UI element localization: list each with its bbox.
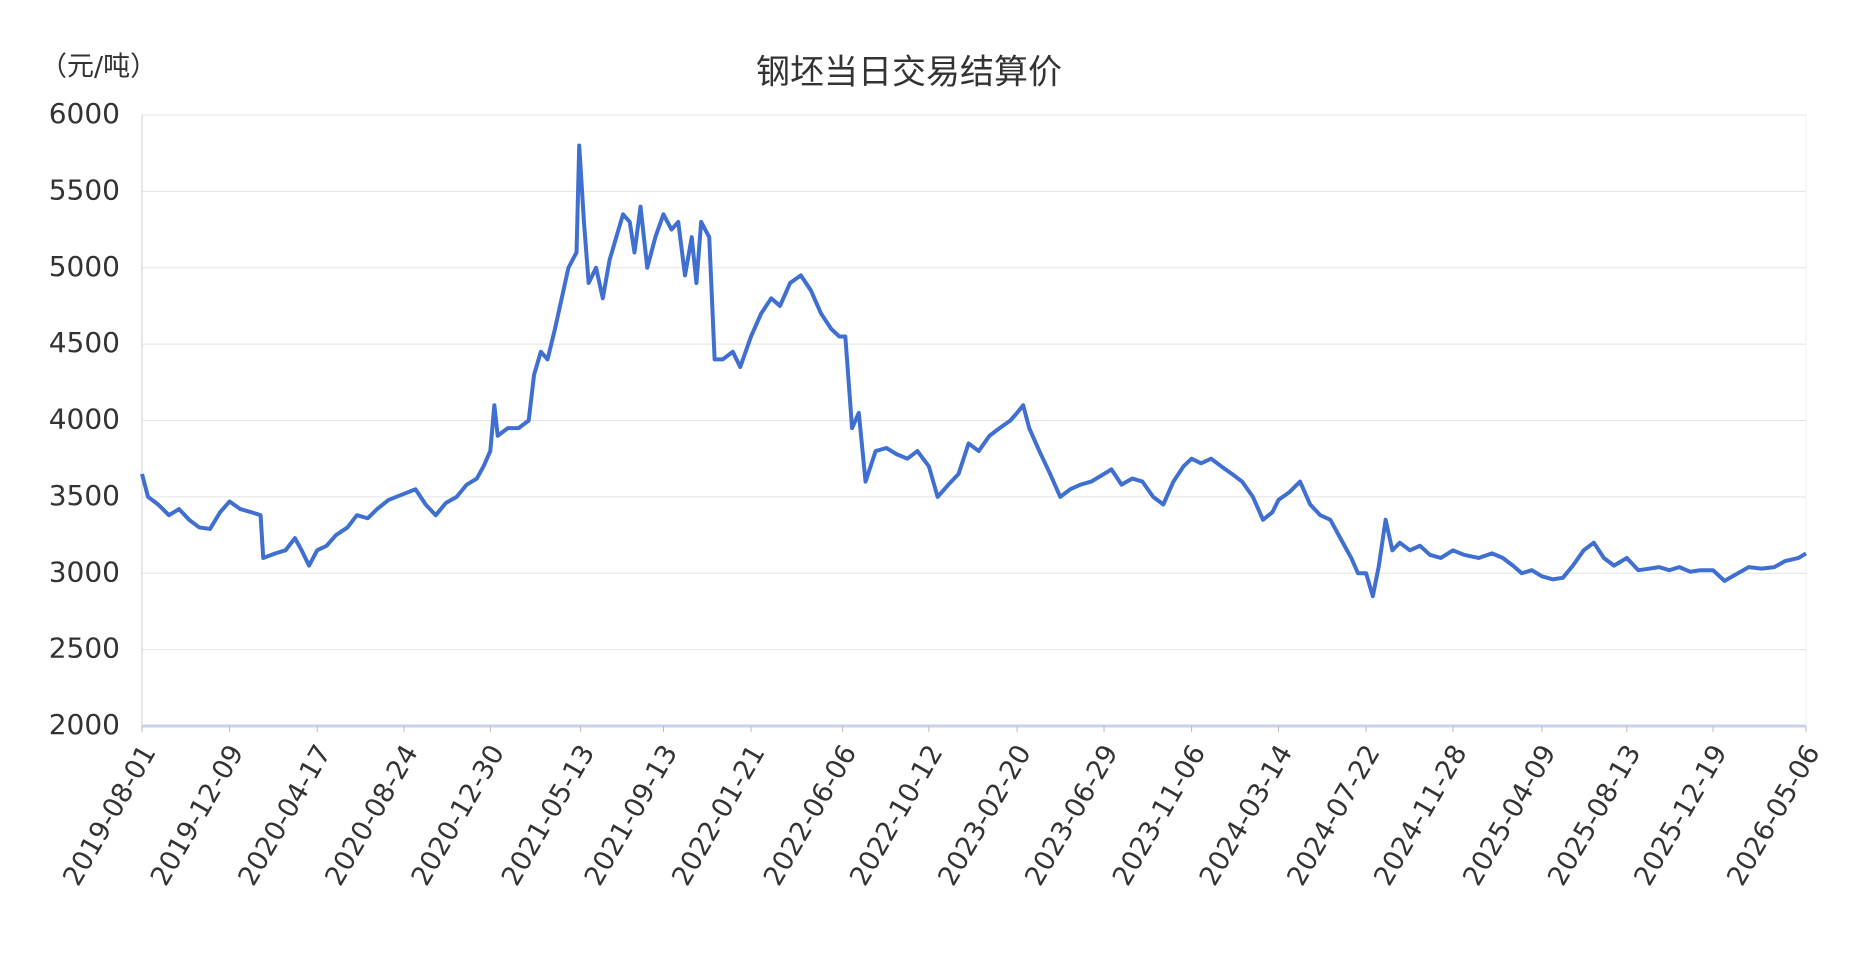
x-tick-label: 2022-10-12 (844, 740, 949, 891)
y-tick-label: 5000 (49, 250, 120, 283)
chart-title: 钢坯当日交易结算价 (756, 53, 1062, 93)
x-tick-label: 2024-07-22 (1281, 740, 1386, 891)
x-tick-label: 2019-12-09 (145, 740, 250, 891)
y-tick-label: 4500 (49, 326, 120, 359)
y-tick-label: 2000 (49, 708, 120, 741)
x-tick-label: 2023-11-06 (1107, 740, 1212, 891)
y-axis-label: （元/吨） (40, 52, 157, 83)
x-tick-label: 2026-05-06 (1721, 740, 1826, 891)
y-tick-label: 5500 (49, 173, 120, 206)
y-tick-label: 3000 (49, 555, 120, 588)
x-tick-label: 2022-01-21 (666, 740, 771, 891)
y-tick-label: 3500 (49, 479, 120, 512)
x-tick-label: 2019-08-01 (57, 740, 162, 891)
y-tick-label: 4000 (49, 403, 120, 436)
x-tick-label: 2023-06-29 (1019, 740, 1124, 891)
y-tick-label: 6000 (49, 97, 120, 130)
x-tick-label: 2025-12-19 (1628, 740, 1733, 891)
x-tick-label: 2020-12-30 (406, 740, 511, 891)
x-tick-label: 2023-02-20 (932, 740, 1037, 891)
y-tick-label: 2500 (49, 632, 120, 665)
line-series (140, 143, 1808, 599)
x-tick-label: 2024-11-28 (1368, 740, 1473, 891)
x-tick-label: 2024-03-14 (1194, 740, 1299, 891)
x-tick-label: 2020-04-17 (232, 740, 337, 891)
